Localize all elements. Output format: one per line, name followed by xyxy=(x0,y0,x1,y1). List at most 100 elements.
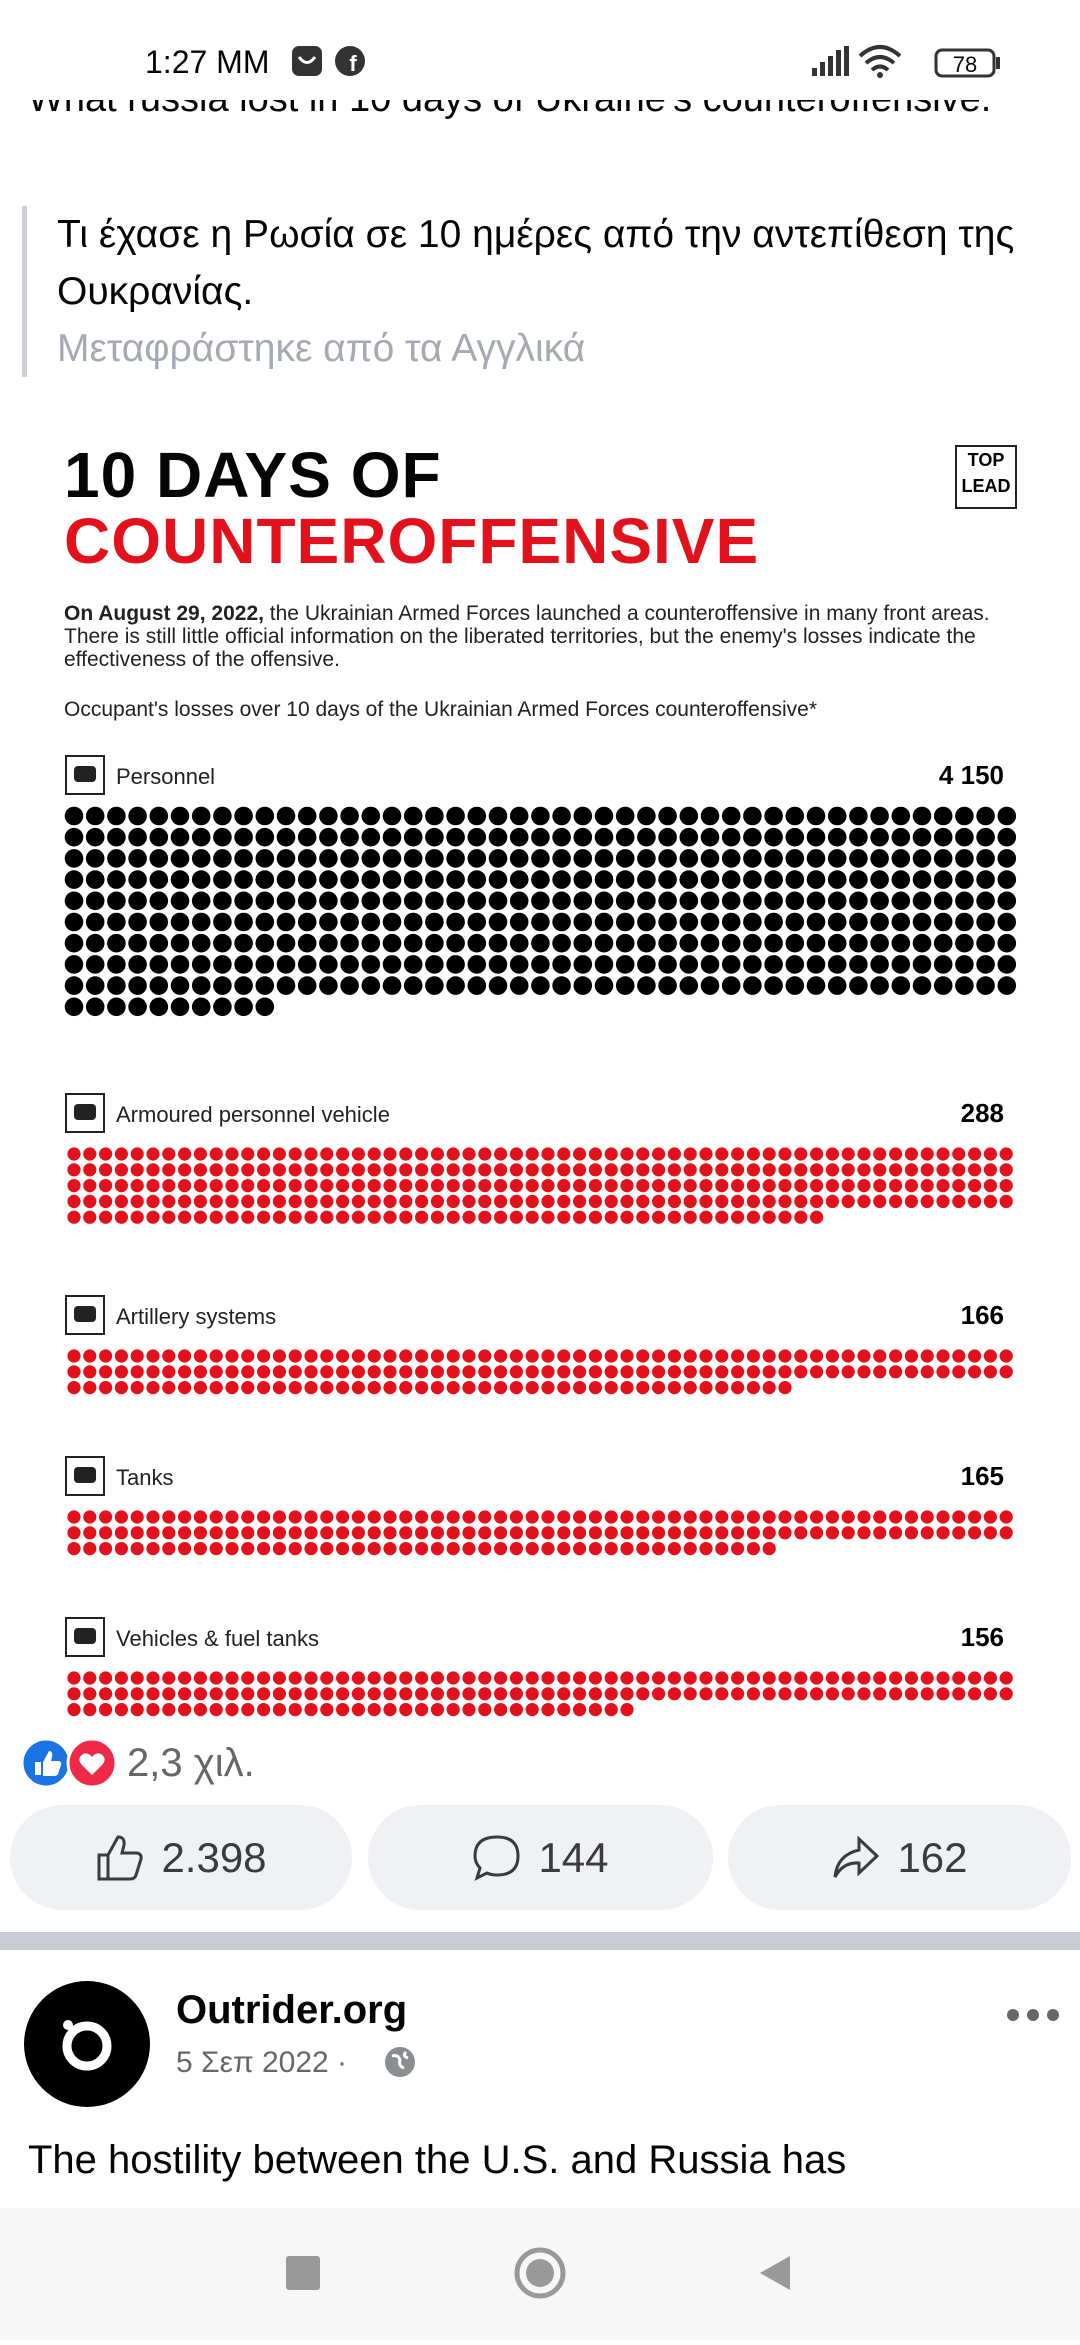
comment-button[interactable]: 144 xyxy=(368,1805,713,1910)
comment-count: 144 xyxy=(538,1833,609,1881)
status-icons: f xyxy=(292,46,365,76)
dot xyxy=(870,806,889,826)
dot xyxy=(241,1349,255,1363)
dot xyxy=(778,1365,792,1379)
dot xyxy=(430,1163,444,1177)
dot xyxy=(778,1349,792,1363)
dot xyxy=(114,1179,128,1193)
category-icon xyxy=(65,1617,105,1657)
dot xyxy=(604,1542,618,1556)
navigation-bar xyxy=(0,2208,1080,2340)
dot xyxy=(304,1349,318,1363)
dot xyxy=(383,1349,397,1363)
dot xyxy=(403,976,423,995)
dot xyxy=(806,827,826,847)
dot xyxy=(191,955,211,974)
dot xyxy=(304,1194,318,1208)
dot xyxy=(383,1671,397,1685)
dot xyxy=(430,1703,444,1717)
dot xyxy=(446,955,465,974)
home-button[interactable] xyxy=(514,2247,566,2299)
like-button[interactable]: 2.398 xyxy=(10,1805,352,1910)
dot xyxy=(827,891,847,911)
dot xyxy=(446,1179,460,1193)
dot xyxy=(778,1147,792,1161)
recents-button[interactable] xyxy=(286,2256,320,2290)
dot xyxy=(999,1671,1013,1685)
dot xyxy=(83,1671,97,1685)
dot xyxy=(955,933,974,953)
more-menu[interactable] xyxy=(1005,2005,1061,2025)
avatar[interactable] xyxy=(24,1981,150,2107)
dot xyxy=(193,1687,207,1701)
dot xyxy=(999,1526,1013,1540)
dot xyxy=(213,912,232,932)
reaction-summary[interactable]: 2,3 χιλ. xyxy=(0,1735,1080,1795)
dot xyxy=(912,827,932,847)
dot xyxy=(746,1365,761,1379)
dot xyxy=(85,870,105,889)
dot xyxy=(806,955,826,974)
post-date[interactable]: 5 Σεπ 2022 · xyxy=(176,2046,348,2079)
dot xyxy=(588,1671,603,1685)
dot xyxy=(637,955,656,974)
dot xyxy=(255,976,275,995)
dot xyxy=(525,1147,539,1161)
dot xyxy=(191,891,211,911)
dot xyxy=(785,891,805,911)
dot xyxy=(415,1526,429,1540)
dot xyxy=(849,849,868,868)
author-name[interactable]: Outrider.org xyxy=(176,1988,408,2032)
dot xyxy=(178,1671,192,1685)
dot xyxy=(415,1703,429,1717)
dot xyxy=(494,1542,508,1556)
dot xyxy=(652,1510,666,1524)
dot xyxy=(361,827,381,847)
dot xyxy=(170,933,190,953)
dot xyxy=(541,1381,555,1395)
back-button[interactable] xyxy=(760,2256,790,2290)
dot xyxy=(891,976,911,995)
dot xyxy=(367,1703,381,1717)
dot xyxy=(191,870,211,889)
dot xyxy=(683,1526,697,1540)
dot xyxy=(149,827,169,847)
dot xyxy=(604,1210,618,1224)
dot xyxy=(193,1163,207,1177)
share-button[interactable]: 162 xyxy=(728,1805,1071,1910)
dot xyxy=(889,1163,903,1177)
dot xyxy=(403,849,423,868)
subtitle: Occupant's losses over 10 days of the Uk… xyxy=(64,698,818,721)
infographic[interactable]: 10 DAYS OF COUNTEROFFENSIVE TOP LEAD On … xyxy=(0,388,1080,1728)
dot xyxy=(149,806,169,826)
dot xyxy=(367,1147,381,1161)
dot xyxy=(114,1365,128,1379)
dot xyxy=(67,1542,81,1556)
icon-glyph xyxy=(74,766,96,782)
dot xyxy=(936,1365,950,1379)
translation-note[interactable]: Μεταφράστηκε από τα Αγγλικά xyxy=(57,327,586,370)
dot xyxy=(557,1687,571,1701)
dot xyxy=(128,955,147,974)
dot xyxy=(588,1687,603,1701)
dot xyxy=(531,870,550,889)
dot xyxy=(178,1703,192,1717)
dot xyxy=(272,1349,286,1363)
dot xyxy=(810,1349,824,1363)
category-count: 288 xyxy=(961,1098,1004,1128)
dot xyxy=(588,1194,603,1208)
dot xyxy=(425,933,444,953)
dot xyxy=(873,1163,887,1177)
dot xyxy=(213,891,232,911)
dot xyxy=(494,1210,508,1224)
dot xyxy=(936,1510,950,1524)
dot xyxy=(193,1526,207,1540)
dot xyxy=(620,1703,634,1717)
dot xyxy=(272,1365,286,1379)
dot xyxy=(351,1194,365,1208)
dot xyxy=(683,1163,697,1177)
dot xyxy=(255,891,275,911)
dot xyxy=(403,806,423,826)
dot xyxy=(446,976,465,995)
